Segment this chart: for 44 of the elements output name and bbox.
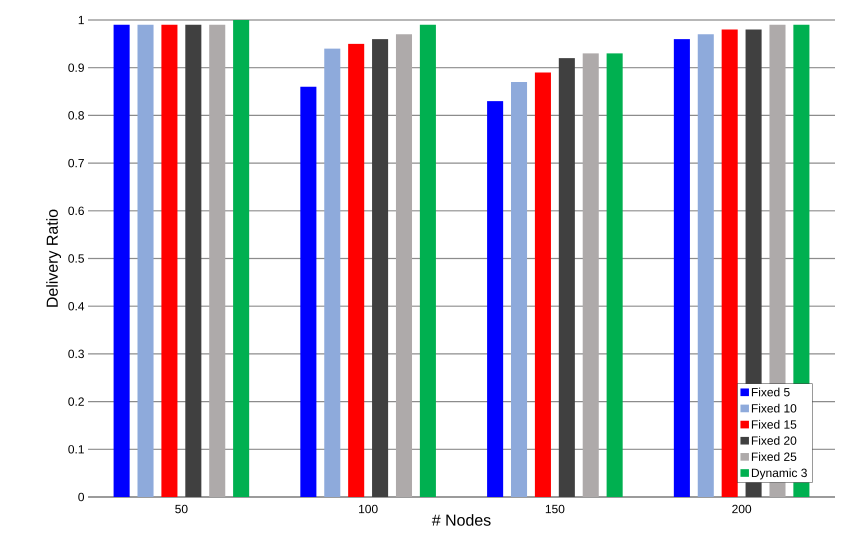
y-tick-label: 0 bbox=[78, 492, 84, 502]
bar bbox=[487, 101, 504, 497]
bar bbox=[722, 30, 738, 497]
bar bbox=[674, 39, 690, 497]
y-axis-title: Delivery Ratio bbox=[46, 210, 62, 307]
x-tick-label: 200 bbox=[732, 504, 752, 514]
bar bbox=[606, 53, 623, 497]
bar bbox=[698, 34, 714, 497]
y-tick-label: 0.3 bbox=[68, 350, 84, 358]
y-tick-label: 0.6 bbox=[68, 206, 84, 216]
bar bbox=[233, 20, 250, 497]
legend-label: Fixed 20 bbox=[752, 436, 796, 445]
x-tick-label: 150 bbox=[546, 504, 564, 514]
y-tick-label: 0.9 bbox=[68, 63, 84, 72]
bar bbox=[185, 24, 202, 497]
bar bbox=[209, 24, 226, 497]
bar bbox=[137, 24, 154, 497]
y-tick-label: 0.2 bbox=[68, 397, 84, 406]
bar bbox=[534, 72, 551, 497]
y-tick-label: 0.7 bbox=[68, 158, 84, 168]
legend-label: Fixed 15 bbox=[752, 420, 796, 429]
bar bbox=[372, 39, 388, 497]
x-tick-label: 100 bbox=[359, 504, 378, 514]
y-tick-label: 0.8 bbox=[68, 111, 84, 120]
legend-label: Fixed 10 bbox=[752, 404, 796, 413]
bar bbox=[510, 82, 528, 497]
bar bbox=[300, 86, 316, 497]
bar bbox=[324, 48, 340, 497]
bar bbox=[114, 24, 130, 497]
legend-label: Dynamic 3 bbox=[752, 468, 807, 480]
y-tick-label: 1 bbox=[78, 16, 84, 24]
bar bbox=[161, 24, 178, 497]
y-tick-label: 0.5 bbox=[68, 254, 84, 263]
bar bbox=[558, 58, 575, 497]
y-tick-label: 0.1 bbox=[68, 445, 84, 454]
y-tick-label: 0.4 bbox=[68, 302, 84, 310]
legend-label: Fixed 5 bbox=[752, 388, 790, 396]
legend-label: Fixed 25 bbox=[752, 452, 796, 461]
bar bbox=[582, 53, 599, 497]
bar bbox=[420, 24, 436, 497]
bar bbox=[396, 34, 412, 497]
x-axis-title: # Nodes bbox=[432, 514, 491, 526]
bar bbox=[348, 44, 364, 497]
x-tick-label: 50 bbox=[175, 504, 188, 514]
